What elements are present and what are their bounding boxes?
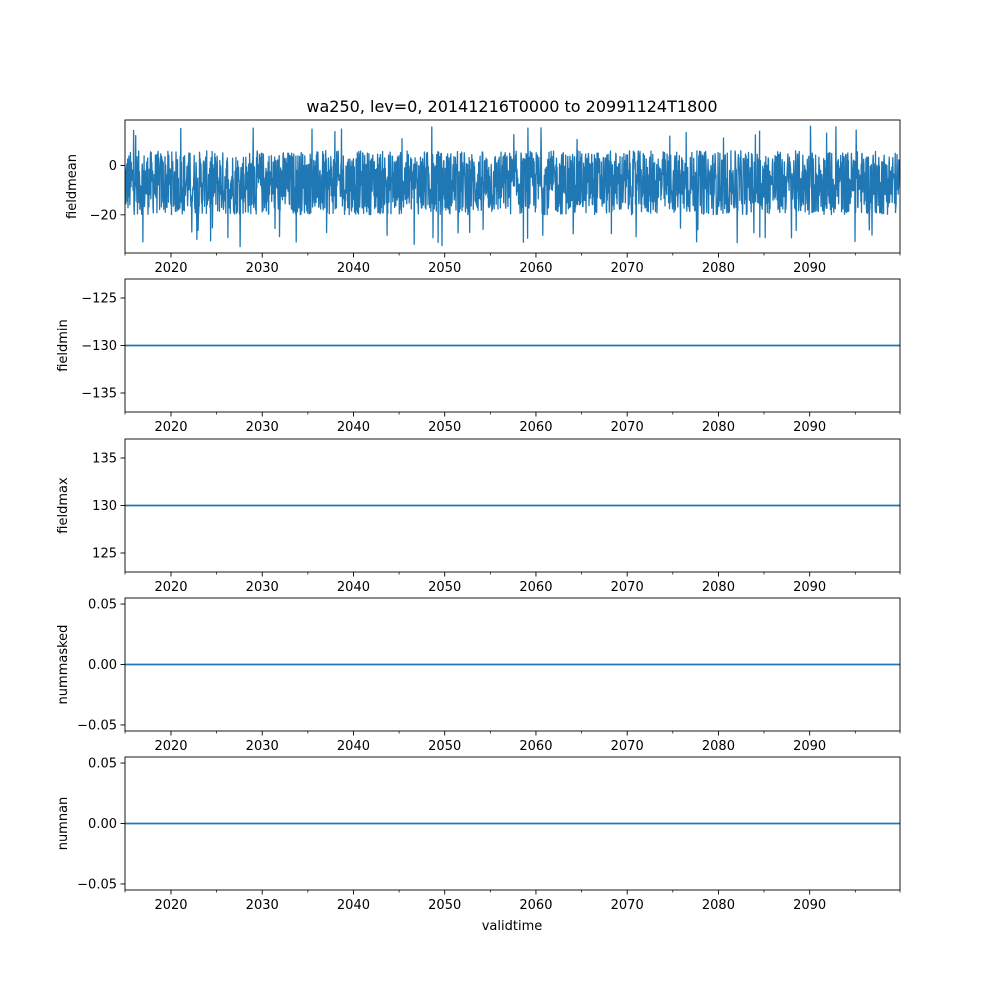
x-tick-label: 2070 — [611, 898, 644, 913]
chart-title: wa250, lev=0, 20141216T0000 to 20991124T… — [306, 97, 717, 116]
y-axis-label: fieldmin — [56, 319, 71, 372]
y-axis-label: fieldmax — [56, 477, 71, 534]
x-tick-label: 2050 — [428, 261, 461, 276]
x-tick-label: 2050 — [428, 420, 461, 435]
x-tick-label: 2080 — [702, 261, 735, 276]
x-tick-label: 2090 — [793, 898, 826, 913]
y-tick-label: 125 — [92, 547, 117, 562]
x-tick-label: 2090 — [793, 580, 826, 595]
x-tick-label: 2040 — [337, 420, 370, 435]
x-tick-label: 2040 — [337, 739, 370, 754]
x-tick-label: 2060 — [519, 420, 552, 435]
x-tick-label: 2040 — [337, 580, 370, 595]
series-line-fieldmean — [125, 125, 900, 248]
x-tick-label: 2030 — [246, 261, 279, 276]
panel-fieldmax: 2020 2030 2040 2050 2060 2070 2080 2090 135 130 12… — [56, 438, 901, 595]
x-tick-label: 2060 — [519, 580, 552, 595]
y-tick-label: −0.05 — [77, 877, 117, 892]
x-tick-label: 2090 — [793, 420, 826, 435]
x-tick-label: 2080 — [702, 898, 735, 913]
x-tick-label: 2080 — [702, 739, 735, 754]
x-tick-label: 2050 — [428, 739, 461, 754]
x-tick-label: 2050 — [428, 580, 461, 595]
x-axis-label: validtime — [482, 919, 543, 934]
y-tick-label: −125 — [81, 292, 117, 307]
x-tick-label: 2040 — [337, 898, 370, 913]
panels: 2020 2030 2040 2050 2060 2070 2080 2090 0 −20 fiel… — [56, 119, 901, 913]
x-tick-label: 2060 — [519, 739, 552, 754]
y-tick-label: 0.05 — [88, 757, 117, 772]
x-tick-label: 2070 — [611, 261, 644, 276]
x-tick-label: 2030 — [246, 580, 279, 595]
y-axis-label: numnan — [56, 797, 71, 851]
x-tick-label: 2030 — [246, 420, 279, 435]
y-tick-label: −135 — [81, 387, 117, 402]
y-tick-label: −20 — [90, 208, 117, 223]
x-tick-label: 2080 — [702, 580, 735, 595]
x-tick-label: 2040 — [337, 261, 370, 276]
x-tick-label: 2090 — [793, 261, 826, 276]
x-tick-label: 2020 — [154, 898, 187, 913]
x-tick-label: 2090 — [793, 739, 826, 754]
y-tick-label: −130 — [81, 339, 117, 354]
y-tick-label: 0.00 — [88, 817, 117, 832]
y-tick-label: 0.00 — [88, 658, 117, 673]
axes-frame — [124, 119, 901, 254]
x-tick-label: 2070 — [611, 580, 644, 595]
y-tick-label: 135 — [92, 452, 117, 467]
y-tick-label: 0 — [109, 159, 117, 174]
panel-numnan: 2020 2030 2040 2050 2060 2070 2080 2090 0.05 0.00… — [56, 757, 901, 913]
panel-fieldmean: 2020 2030 2040 2050 2060 2070 2080 2090 0 −20 fiel… — [65, 119, 901, 276]
panel-fieldmin: 2020 2030 2040 2050 2060 2070 2080 2090 −125 −130… — [56, 278, 901, 435]
x-tick-label: 2060 — [519, 261, 552, 276]
x-tick-label: 2070 — [611, 739, 644, 754]
x-tick-label: 2030 — [246, 739, 279, 754]
x-tick-label: 2060 — [519, 898, 552, 913]
x-tick-label: 2020 — [154, 261, 187, 276]
y-tick-label: 0.05 — [88, 598, 117, 613]
x-tick-label: 2020 — [154, 420, 187, 435]
x-tick-label: 2050 — [428, 898, 461, 913]
y-tick-label: 130 — [92, 499, 117, 514]
x-tick-label: 2020 — [154, 580, 187, 595]
x-tick-label: 2030 — [246, 898, 279, 913]
y-axis-label: fieldmean — [65, 154, 80, 219]
y-tick-label: −0.05 — [77, 718, 117, 733]
x-tick-label: 2070 — [611, 420, 644, 435]
y-axis-label: nummasked — [56, 625, 71, 705]
x-tick-label: 2080 — [702, 420, 735, 435]
x-tick-label: 2020 — [154, 739, 187, 754]
panel-nummasked: 2020 2030 2040 2050 2060 2070 2080 2090 0.05 0.00… — [56, 598, 901, 754]
